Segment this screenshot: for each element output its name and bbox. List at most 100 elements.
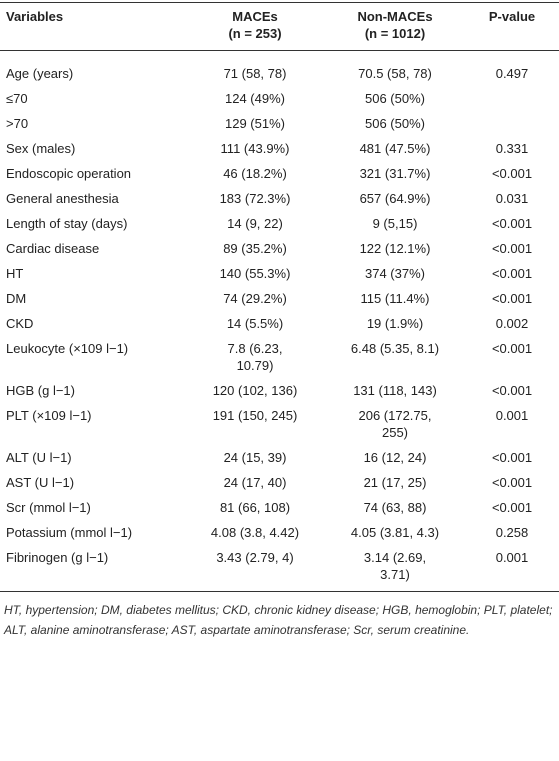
cell-value: <0.001 <box>491 500 533 515</box>
variable-label: ≤70 <box>6 91 28 106</box>
header-text: Variables <box>6 9 64 24</box>
header-text: Non-MACEs <box>357 9 433 24</box>
table-row: Scr (mmol l−1) 81 (66, 108) 74 (63, 88) <0.… <box>0 495 559 520</box>
cell-value: 14 (5.5%) <box>226 316 284 331</box>
cell-value: 6.48 (5.35, 8.1) <box>350 341 440 356</box>
table-row: ≤70 124 (49%) 506 (50%) <box>0 86 559 111</box>
table-cell: HT <box>0 261 185 286</box>
table-cell: 14 (5.5%) <box>185 311 325 336</box>
cell-value: 14 (9, 22) <box>227 216 283 231</box>
table-cell: ALT (U l−1) <box>0 445 185 470</box>
cell-value: 0.031 <box>495 191 529 206</box>
variable-label: PLT (×109 l−1) <box>6 408 92 423</box>
table-cell: 481 (47.5%) <box>325 136 465 161</box>
cell-value: 111 (43.9%) <box>220 141 290 156</box>
table-cell: 21 (17, 25) <box>325 470 465 495</box>
table-header: Variables MACEs (n = 253) Non-MACEs (n = 101… <box>0 2 559 51</box>
table-cell: 122 (12.1%) <box>325 236 465 261</box>
table-cell: HGB (g l−1) <box>0 378 185 403</box>
table-cell: 0.001 <box>465 545 559 592</box>
cell-value: 4.08 (3.8, 4.42) <box>210 525 300 540</box>
cell-value: <0.001 <box>491 475 533 490</box>
cell-value: 206 (172.75, 255) <box>358 408 432 440</box>
cell-value: 120 (102, 136) <box>212 383 298 398</box>
table-cell: 71 (58, 78) <box>185 51 325 87</box>
cell-value: <0.001 <box>491 450 533 465</box>
table-body: Age (years) 71 (58, 78) 70.5 (58, 78) 0.497… <box>0 51 559 592</box>
cell-value: 81 (66, 108) <box>219 500 291 515</box>
cell-value: 21 (17, 25) <box>363 475 427 490</box>
cell-value: <0.001 <box>491 241 533 256</box>
data-table: Variables MACEs (n = 253) Non-MACEs (n = 101… <box>0 2 559 592</box>
cell-value: 3.43 (2.79, 4) <box>216 550 294 565</box>
table-cell: CKD <box>0 311 185 336</box>
cell-value: 89 (35.2%) <box>223 241 287 256</box>
table-row: DM 74 (29.2%) 115 (11.4%) <0.001 <box>0 286 559 311</box>
cell-value: <0.001 <box>491 341 533 356</box>
table-cell: >70 <box>0 111 185 136</box>
table-row: Potassium (mmol l−1) 4.08 (3.8, 4.42) 4.05… <box>0 520 559 545</box>
cell-value: 0.258 <box>495 525 529 540</box>
cell-value: 24 (17, 40) <box>223 475 287 490</box>
table-cell: 0.001 <box>465 403 559 445</box>
table-row: Sex (males) 111 (43.9%) 481 (47.5%) 0.331 <box>0 136 559 161</box>
variable-label: Age (years) <box>6 66 74 81</box>
table-cell: 131 (118, 143) <box>325 378 465 403</box>
cell-value: 0.001 <box>495 550 529 565</box>
table-cell: 321 (31.7%) <box>325 161 465 186</box>
table-cell: 374 (37%) <box>325 261 465 286</box>
cell-value: <0.001 <box>491 383 533 398</box>
variable-label: HT <box>6 266 24 281</box>
table-cell: PLT (×109 l−1) <box>0 403 185 445</box>
header-text: P-value <box>488 9 536 24</box>
table-row: HT 140 (55.3%) 374 (37%) <0.001 <box>0 261 559 286</box>
cell-value: 115 (11.4%) <box>360 291 430 306</box>
table-cell: 3.14 (2.69, 3.71) <box>325 545 465 592</box>
table-cell: <0.001 <box>465 211 559 236</box>
table-cell: 19 (1.9%) <box>325 311 465 336</box>
cell-value: 657 (64.9%) <box>359 191 431 206</box>
variable-label: Potassium (mmol l−1) <box>6 525 133 540</box>
cell-value: <0.001 <box>491 166 533 181</box>
table-cell: ≤70 <box>0 86 185 111</box>
table-row: Age (years) 71 (58, 78) 70.5 (58, 78) 0.497 <box>0 51 559 87</box>
table-cell: 206 (172.75, 255) <box>325 403 465 445</box>
table-row: ALT (U l−1) 24 (15, 39) 16 (12, 24) <0.001 <box>0 445 559 470</box>
table-cell: 115 (11.4%) <box>325 286 465 311</box>
header-cell: Non-MACEs (n = 1012) <box>325 3 465 51</box>
table-cell: <0.001 <box>465 261 559 286</box>
variable-label: AST (U l−1) <box>6 475 75 490</box>
table-cell: 9 (5,15) <box>325 211 465 236</box>
footnote: HT, hypertension; DM, diabetes mellitus;… <box>4 603 553 637</box>
header-cell: P-value <box>465 3 559 51</box>
table-cell: Leukocyte (×109 l−1) <box>0 336 185 378</box>
table-cell: General anesthesia <box>0 186 185 211</box>
cell-value: 9 (5,15) <box>372 216 418 231</box>
cell-value: 74 (29.2%) <box>223 291 287 306</box>
cell-value: 481 (47.5%) <box>359 141 431 156</box>
table-cell: Fibrinogen (g l−1) <box>0 545 185 592</box>
table-cell: <0.001 <box>465 336 559 378</box>
table-row: AST (U l−1) 24 (17, 40) 21 (17, 25) <0.001 <box>0 470 559 495</box>
variable-label: Length of stay (days) <box>6 216 128 231</box>
table-cell: Length of stay (days) <box>0 211 185 236</box>
variable-label: CKD <box>6 316 34 331</box>
table-cell: 183 (72.3%) <box>185 186 325 211</box>
table-cell: <0.001 <box>465 495 559 520</box>
cell-value: 7.8 (6.23, 10.79) <box>227 341 283 373</box>
table-row: Cardiac disease 89 (35.2%) 122 (12.1%) <0.0… <box>0 236 559 261</box>
cell-value: 0.331 <box>495 141 529 156</box>
cell-value: <0.001 <box>491 291 533 306</box>
variable-label: Sex (males) <box>6 141 76 156</box>
table-cell: 74 (29.2%) <box>185 286 325 311</box>
table-cell: 0.331 <box>465 136 559 161</box>
cell-value: 183 (72.3%) <box>219 191 291 206</box>
cell-value: 24 (15, 39) <box>223 450 287 465</box>
table-cell: Endoscopic operation <box>0 161 185 186</box>
table-cell: 4.08 (3.8, 4.42) <box>185 520 325 545</box>
table-cell: 191 (150, 245) <box>185 403 325 445</box>
variable-label: Endoscopic operation <box>6 166 132 181</box>
table-cell: 16 (12, 24) <box>325 445 465 470</box>
cell-value: 124 (49%) <box>225 91 285 106</box>
